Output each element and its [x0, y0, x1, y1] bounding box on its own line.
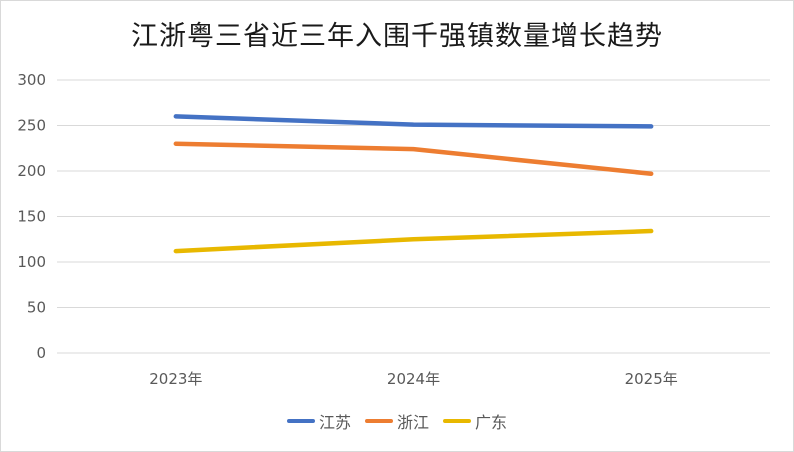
- y-tick-label: 150: [17, 208, 46, 226]
- series-line-0: [173, 114, 654, 129]
- legend-swatch: [364, 419, 393, 423]
- legend-item: 浙江: [364, 409, 429, 433]
- legend-label: 广东: [475, 413, 508, 432]
- legend-swatch: [443, 419, 471, 423]
- x-tick-label: 2024年: [387, 370, 440, 388]
- chart-legend: 江苏 浙江 广东: [0, 409, 794, 433]
- y-tick-label: 200: [17, 162, 46, 180]
- series-line-2: [173, 228, 654, 254]
- y-tick-label: 0: [36, 344, 46, 362]
- x-tick-label: 2025年: [625, 370, 678, 388]
- series-line-1: [173, 141, 654, 176]
- x-tick-label: 2023年: [149, 370, 202, 388]
- legend-label: 浙江: [396, 413, 429, 432]
- legend-label: 江苏: [318, 413, 351, 432]
- y-tick-label: 300: [17, 71, 46, 89]
- chart-title: 江浙粤三省近三年入围千强镇数量增长趋势: [131, 21, 663, 52]
- legend-item: 江苏: [286, 409, 351, 433]
- legend-swatch: [286, 419, 315, 423]
- legend-item: 广东: [443, 409, 507, 433]
- y-tick-label: 250: [17, 117, 46, 135]
- y-tick-label: 50: [27, 299, 46, 317]
- y-tick-label: 100: [17, 253, 46, 271]
